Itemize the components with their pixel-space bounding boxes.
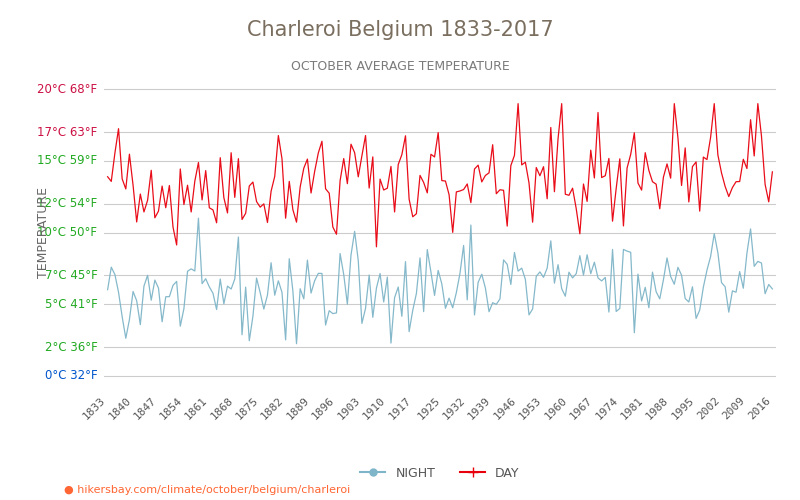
- Text: 0°C 32°F: 0°C 32°F: [45, 369, 98, 382]
- Legend: NIGHT, DAY: NIGHT, DAY: [355, 462, 525, 484]
- Text: 7°C 45°F: 7°C 45°F: [45, 269, 98, 282]
- Text: 17°C 63°F: 17°C 63°F: [37, 126, 98, 139]
- Text: OCTOBER AVERAGE TEMPERATURE: OCTOBER AVERAGE TEMPERATURE: [290, 60, 510, 73]
- Text: TEMPERATURE: TEMPERATURE: [37, 187, 50, 278]
- Text: 15°C 59°F: 15°C 59°F: [37, 154, 98, 168]
- Text: ● hikersbay.com/climate/october/belgium/charleroi: ● hikersbay.com/climate/october/belgium/…: [64, 485, 350, 495]
- Text: 2°C 36°F: 2°C 36°F: [45, 340, 98, 353]
- Text: 10°C 50°F: 10°C 50°F: [38, 226, 98, 239]
- Text: 5°C 41°F: 5°C 41°F: [45, 298, 98, 310]
- Text: 20°C 68°F: 20°C 68°F: [37, 83, 98, 96]
- Text: 12°C 54°F: 12°C 54°F: [37, 198, 98, 210]
- Text: Charleroi Belgium 1833-2017: Charleroi Belgium 1833-2017: [246, 20, 554, 40]
